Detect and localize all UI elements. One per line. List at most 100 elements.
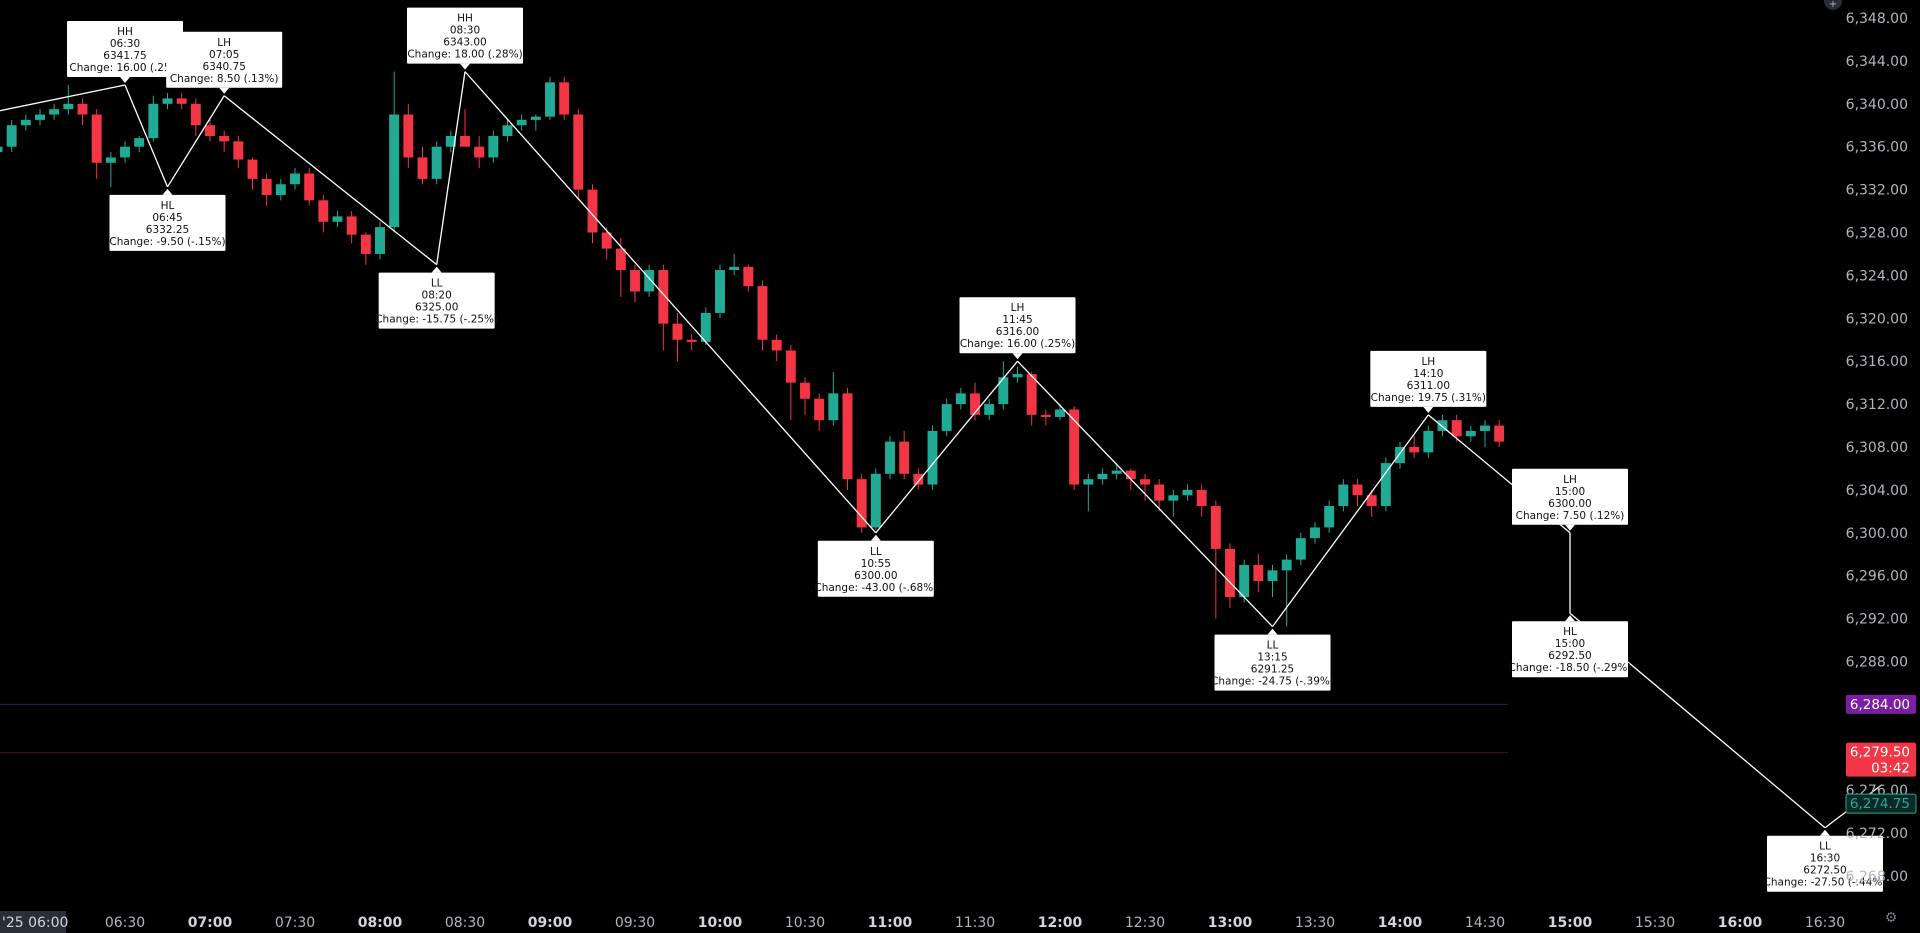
y-tick-label: 6,348.00	[1846, 11, 1908, 27]
pivot-time: 06:45	[152, 212, 182, 224]
pivot-change: Change: -24.75 (-.39%)	[1211, 676, 1334, 688]
pivot-change: Change: 7.50 (.12%)	[1516, 510, 1625, 522]
gear-icon[interactable]: ⚙	[1884, 910, 1898, 926]
candle-body	[1451, 420, 1462, 437]
pivot-label-pointer	[460, 63, 470, 70]
candle	[530, 114, 541, 131]
candle	[389, 71, 400, 233]
price-marker-2: 6,274.75	[1845, 793, 1917, 814]
candle-body	[247, 159, 258, 179]
candle-body	[91, 114, 102, 163]
candle	[375, 221, 385, 260]
pivot-label-pointer	[1012, 353, 1023, 360]
pivot-time: 07:05	[209, 49, 239, 61]
candle	[1451, 414, 1462, 442]
candle-body	[743, 266, 754, 287]
price-marker-lines	[0, 703, 1508, 754]
pivot-price: 6332.25	[146, 224, 189, 236]
pivot-label-box	[67, 21, 183, 78]
price-axis[interactable]: 6,348.00 6,344.00 6,340.00 6,336.00 6,332.00…	[1846, 11, 1908, 885]
candle-body	[1295, 538, 1306, 560]
candle-body	[970, 393, 980, 415]
candle	[360, 232, 371, 265]
pivot-label-pointer	[870, 534, 881, 541]
y-tick-label: 6,328.00	[1846, 226, 1908, 242]
time-axis[interactable]: '25 06:00 06:30 07:00 07:30 08:00 08:30 09:00 0…	[0, 911, 1845, 933]
candle-body	[375, 227, 385, 254]
candle	[885, 436, 895, 480]
pivot-change: Change: -15.75 (-.25%)	[375, 314, 498, 326]
candle-body	[1225, 548, 1235, 598]
candle-body	[1055, 409, 1065, 417]
candle	[417, 146, 428, 185]
candle	[1253, 554, 1264, 592]
pivot-time: 10:55	[861, 558, 891, 570]
candle-body	[134, 138, 145, 147]
candle-body	[275, 184, 286, 195]
candle-body	[516, 119, 527, 126]
x-tick-label: 08:30	[445, 915, 485, 931]
candle	[105, 152, 116, 187]
price-marker-0: 6,284.00	[1846, 694, 1916, 714]
plus-circle-icon[interactable]: +	[1824, 0, 1842, 10]
candle	[1040, 409, 1051, 426]
candle	[63, 85, 74, 115]
candle	[715, 264, 725, 319]
x-tick-label: 15:30	[1635, 915, 1675, 931]
pivot-price: 6272.50	[1803, 865, 1846, 877]
pivot-change: Change: -9.50 (-.15%)	[109, 236, 225, 248]
pivot-price: 6291.25	[1251, 664, 1294, 676]
candle-body	[856, 479, 867, 528]
candle	[346, 211, 357, 244]
candle-body	[771, 339, 782, 351]
candle	[984, 398, 995, 421]
candle-body	[20, 119, 31, 126]
candle-body	[941, 404, 952, 431]
candle	[431, 141, 442, 185]
candle-body	[502, 125, 513, 136]
candle-body	[1168, 495, 1179, 501]
pivot-label-box	[959, 297, 1076, 354]
candle	[304, 168, 315, 206]
candle-body	[1196, 489, 1207, 506]
candle-body	[729, 266, 740, 271]
candle	[516, 114, 527, 131]
candle	[1154, 479, 1165, 512]
candle	[842, 388, 853, 490]
candle	[757, 280, 768, 351]
candle	[545, 76, 555, 120]
candle	[658, 264, 669, 351]
candle-body	[6, 125, 17, 147]
pivot-time: 13:15	[1257, 652, 1287, 664]
candle-body	[1097, 473, 1108, 480]
candle	[870, 468, 881, 531]
x-tick-label: 08:00	[358, 915, 403, 931]
candle-body	[1069, 409, 1080, 485]
x-tick-label: 11:30	[955, 915, 995, 931]
candle-body	[700, 312, 711, 342]
candle-body	[35, 114, 45, 120]
candle-body	[800, 382, 810, 399]
pivot-change: Change: 18.00 (.28%)	[407, 49, 522, 61]
x-tick-label: 09:00	[528, 915, 573, 931]
y-tick-label: 6,324.00	[1846, 268, 1908, 284]
candle	[162, 93, 173, 110]
candle-body	[205, 125, 215, 136]
pivot-time: 15:00	[1555, 486, 1585, 498]
candle-body	[715, 270, 725, 313]
price-marker-box	[1846, 742, 1916, 777]
x-tick-label: 07:00	[188, 915, 233, 931]
candle-body	[346, 216, 357, 235]
candle	[148, 95, 159, 142]
candle-body	[63, 103, 74, 110]
zigzag-segment	[124, 84, 169, 188]
pivot-price: 6341.75	[103, 50, 146, 62]
x-tick-label: 14:00	[1378, 915, 1423, 931]
candle	[35, 109, 45, 126]
candle	[1352, 479, 1363, 506]
